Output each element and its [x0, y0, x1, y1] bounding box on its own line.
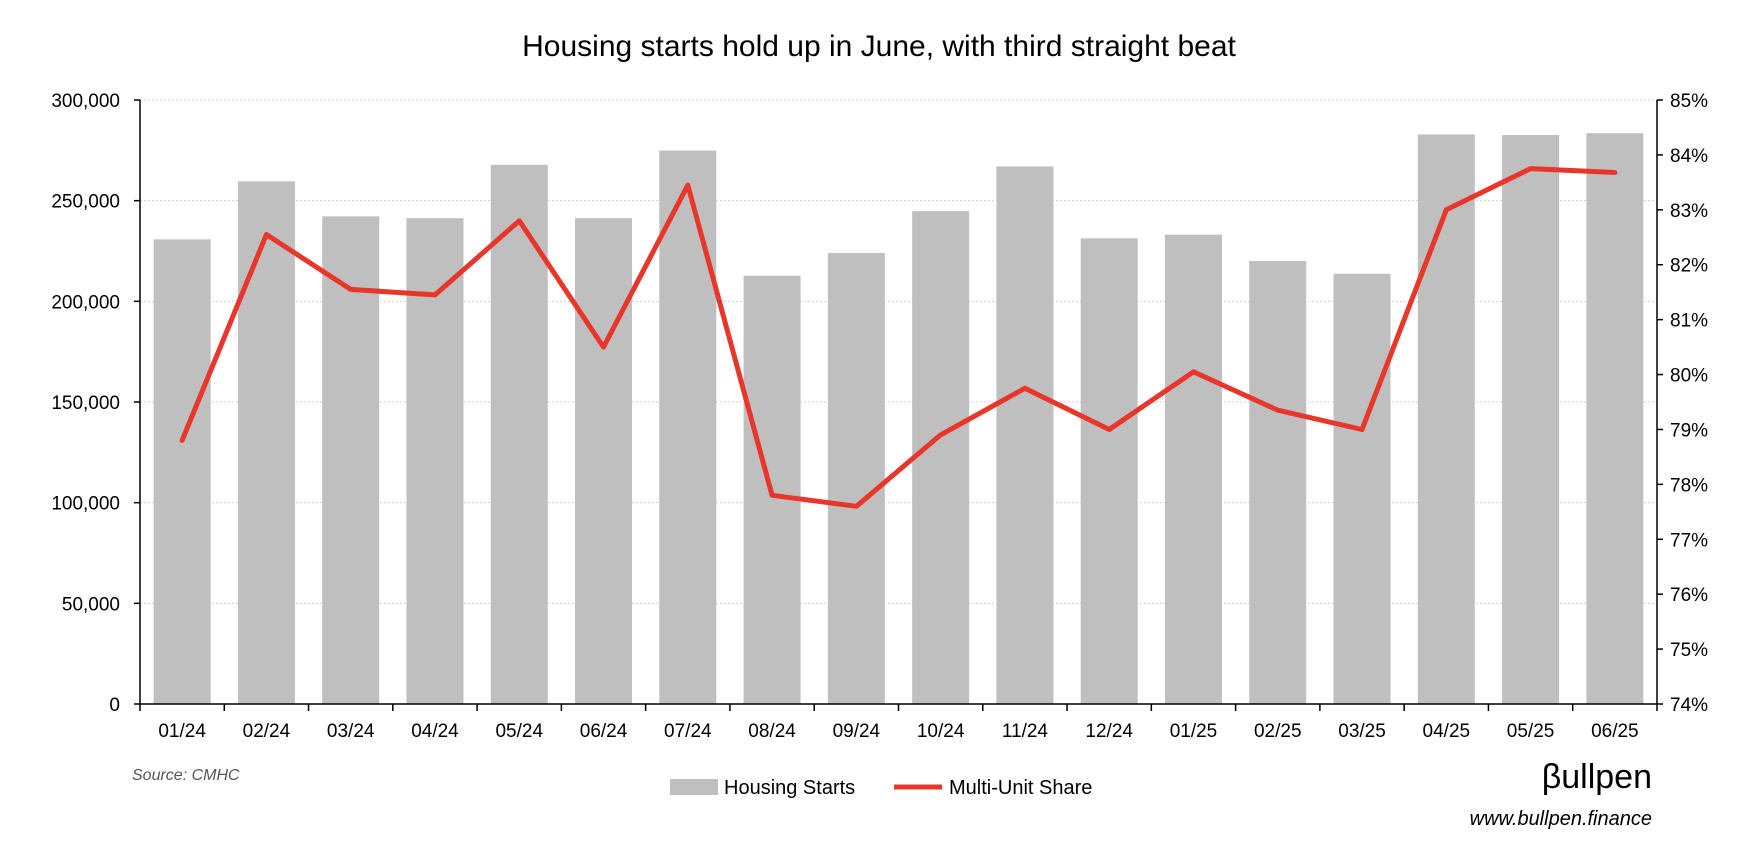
- legend: Housing Starts Multi-Unit Share: [670, 777, 1092, 799]
- bar-06/25: [1586, 133, 1644, 705]
- x-axis-ticks: 01/24 02/24 03/24 04/24 05/24 06/24 07/24 08/24…: [139, 704, 1658, 742]
- x-tick-label: 08/24: [748, 721, 796, 742]
- x-tick-label: 07/24: [664, 721, 712, 742]
- bar-05/25: [1502, 135, 1560, 705]
- left-axis-ticks: 0 50,000 100,000 150,000 200,000 250,000 300,0…: [51, 91, 140, 716]
- right-tick-label: 78%: [1670, 475, 1708, 496]
- bar-02/25: [1249, 261, 1307, 704]
- x-tick-label: 10/24: [917, 721, 965, 742]
- source-note: Source: CMHC: [132, 767, 240, 784]
- bar-09/24: [827, 253, 885, 704]
- left-tick-label: 200,000: [51, 292, 120, 313]
- left-tick-label: 300,000: [51, 91, 120, 112]
- bar-07/24: [659, 150, 717, 704]
- line-path: [179, 166, 1618, 509]
- bar-02/24: [237, 181, 295, 704]
- x-tick-label: 05/25: [1507, 721, 1555, 742]
- brand-logo: βullpen: [1542, 758, 1652, 796]
- bar-06/24: [575, 218, 633, 704]
- x-tick-label: 01/24: [158, 721, 206, 742]
- legend-label-housing-starts: Housing Starts: [724, 777, 855, 799]
- right-tick-label: 75%: [1670, 640, 1708, 661]
- right-tick-label: 80%: [1670, 366, 1708, 387]
- line-series-multi-unit-share: [179, 166, 1618, 509]
- chart-title: Housing starts hold up in June, with thi…: [522, 30, 1236, 63]
- x-tick-label: 02/25: [1254, 721, 1302, 742]
- x-tick-label: 03/24: [327, 721, 375, 742]
- bar-03/25: [1333, 273, 1391, 704]
- gridlines: [140, 99, 1657, 604]
- right-tick-label: 74%: [1670, 695, 1708, 716]
- x-tick-label: 04/24: [411, 721, 459, 742]
- x-tick-label: 05/24: [495, 721, 543, 742]
- x-tick-label: 06/24: [580, 721, 628, 742]
- left-tick-label: 100,000: [51, 494, 120, 515]
- legend-label-multi-unit-share: Multi-Unit Share: [949, 777, 1092, 799]
- bar-series-housing-starts: [153, 133, 1644, 705]
- left-tick-label: 50,000: [62, 594, 120, 615]
- right-tick-label: 83%: [1670, 201, 1708, 222]
- right-tick-label: 82%: [1670, 256, 1708, 277]
- bar-01/24: [153, 239, 211, 704]
- x-tick-label: 01/25: [1170, 721, 1218, 742]
- x-tick-label: 09/24: [833, 721, 881, 742]
- x-tick-label: 04/25: [1423, 721, 1471, 742]
- x-tick-label: 11/24: [1002, 721, 1049, 742]
- left-tick-label: 250,000: [51, 192, 120, 213]
- right-tick-label: 76%: [1670, 585, 1708, 606]
- left-tick-label: 0: [109, 695, 120, 716]
- right-tick-label: 79%: [1670, 420, 1708, 441]
- legend-swatch-housing-starts: [670, 779, 718, 795]
- bar-01/25: [1164, 234, 1222, 704]
- right-tick-label: 77%: [1670, 530, 1708, 551]
- bar-10/24: [912, 211, 970, 705]
- bar-04/25: [1417, 134, 1475, 705]
- right-tick-label: 84%: [1670, 146, 1708, 167]
- bar-03/24: [322, 216, 380, 704]
- bar-12/24: [1080, 238, 1138, 705]
- bar-04/24: [406, 218, 464, 704]
- right-axis-ticks: 74% 75% 76% 77% 78% 79% 80% 81% 82% 83% 84% 85%: [1657, 91, 1708, 716]
- x-tick-label: 06/25: [1591, 721, 1639, 742]
- x-tick-label: 03/25: [1338, 721, 1386, 742]
- right-tick-label: 85%: [1670, 91, 1708, 112]
- brand-url: www.bullpen.finance: [1470, 808, 1652, 830]
- left-tick-label: 150,000: [51, 393, 120, 414]
- bar-05/24: [490, 164, 548, 704]
- right-tick-label: 81%: [1670, 311, 1708, 332]
- x-tick-label: 12/24: [1085, 721, 1133, 742]
- x-tick-label: 02/24: [243, 721, 291, 742]
- bar-11/24: [996, 166, 1054, 704]
